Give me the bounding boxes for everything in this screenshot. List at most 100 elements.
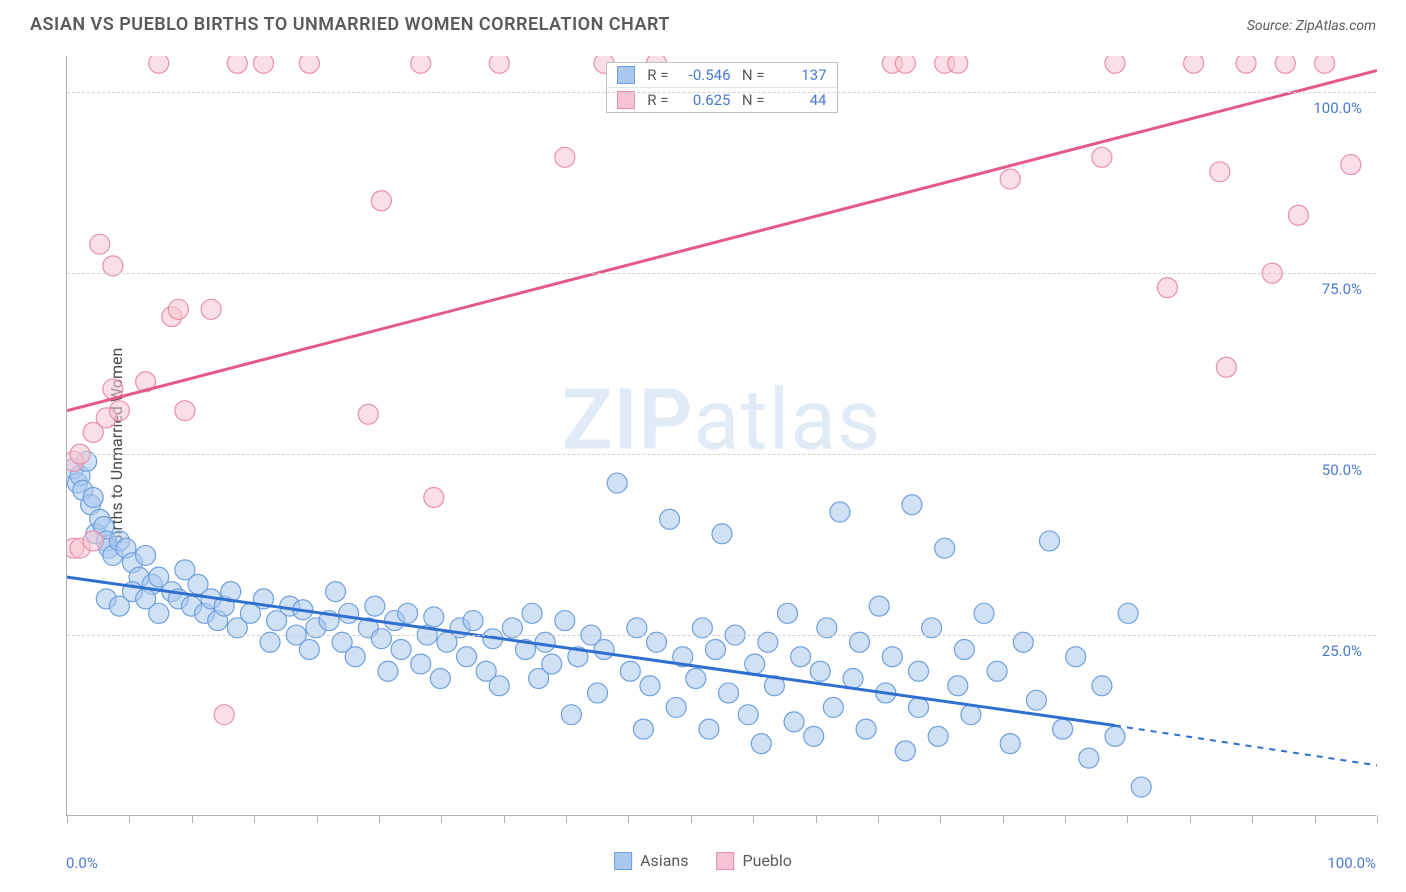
asian-point: [778, 603, 798, 623]
asian-point: [345, 647, 365, 667]
pueblo-point: [1341, 155, 1361, 175]
asian-point: [954, 640, 974, 660]
stat-n-label: N =: [739, 66, 765, 84]
asian-point: [83, 488, 103, 508]
asian-point: [1066, 647, 1086, 667]
asian-point: [1026, 690, 1046, 710]
chart-title: ASIAN VS PUEBLO BIRTHS TO UNMARRIED WOME…: [30, 14, 670, 35]
asian-point: [961, 705, 981, 725]
gridline: [67, 454, 1376, 455]
y-tick-label: 50.0%: [1322, 461, 1362, 479]
stats-row-pueblo: R =0.625N =44: [607, 87, 837, 112]
asian-point: [411, 654, 431, 674]
asian-point: [391, 640, 411, 660]
asian-point: [686, 668, 706, 688]
x-tick: [441, 815, 442, 823]
asian-point: [299, 640, 319, 660]
asian-point: [882, 647, 902, 667]
pueblo-point: [83, 531, 103, 551]
asian-point: [542, 654, 562, 674]
stat-n-label: N =: [739, 91, 765, 109]
asian-point: [326, 582, 346, 602]
x-axis-min-label: 0.0%: [66, 854, 98, 872]
pueblo-point: [411, 56, 431, 73]
asian-point: [424, 607, 444, 627]
asian-point: [1040, 531, 1060, 551]
asian-point: [1092, 676, 1112, 696]
pueblo-point: [227, 56, 247, 73]
asian-point: [489, 676, 509, 696]
scatter-svg: [67, 56, 1377, 816]
asian-point: [909, 661, 929, 681]
pueblo-point: [948, 56, 968, 73]
x-tick: [1003, 815, 1004, 823]
asian-point: [457, 647, 477, 667]
asian-point: [987, 661, 1007, 681]
pueblo-point: [299, 56, 319, 73]
gridline: [67, 92, 1376, 93]
pueblo-point: [895, 56, 915, 73]
pueblo-point: [90, 234, 110, 254]
pueblo-point: [175, 401, 195, 421]
legend-item-pueblo: Pueblo: [716, 851, 791, 870]
asian-point: [1053, 719, 1073, 739]
asian-point: [607, 473, 627, 493]
y-tick-label: 25.0%: [1322, 642, 1362, 660]
asian-point: [928, 726, 948, 746]
x-tick: [753, 815, 754, 823]
stat-n-value: 44: [773, 91, 827, 109]
pueblo-point: [424, 488, 444, 508]
source-attribution: Source: ZipAtlas.com: [1247, 18, 1376, 34]
asian-point: [149, 603, 169, 623]
x-tick: [1377, 815, 1378, 823]
asian-point: [902, 495, 922, 515]
pueblo-point: [149, 56, 169, 73]
pueblo-point: [1216, 357, 1236, 377]
asian-point: [588, 683, 608, 703]
asian-point: [365, 596, 385, 616]
asian-point: [1131, 777, 1151, 797]
pueblo-point: [1184, 56, 1204, 73]
pueblo-point: [201, 299, 221, 319]
pueblo-point: [1000, 169, 1020, 189]
asian-point: [974, 603, 994, 623]
x-axis-max-label: 100.0%: [1327, 854, 1376, 872]
x-tick: [192, 815, 193, 823]
pueblo-point: [358, 404, 378, 424]
asian-point: [935, 538, 955, 558]
pueblo-point: [214, 705, 234, 725]
asian-point: [791, 647, 811, 667]
asian-point: [712, 524, 732, 544]
asian-point: [1000, 734, 1020, 754]
pueblo-point: [254, 56, 274, 73]
legend-swatch: [614, 852, 632, 870]
asian-point: [830, 502, 850, 522]
legend-swatch: [617, 91, 635, 109]
stat-r-value: -0.546: [677, 66, 731, 84]
asian-point: [784, 712, 804, 732]
legend: Asians Pueblo: [614, 851, 792, 870]
legend-item-asian: Asians: [614, 851, 688, 870]
asian-point: [620, 661, 640, 681]
x-tick: [1127, 815, 1128, 823]
asian-point: [555, 611, 575, 631]
asian-point: [869, 596, 889, 616]
asian-point: [804, 726, 824, 746]
pueblo-point: [1275, 56, 1295, 73]
chart-plot-area: ZIPatlas R =-0.546N =137R =0.625N =44 25…: [66, 56, 1376, 816]
asian-point: [719, 683, 739, 703]
legend-swatch: [716, 852, 734, 870]
asian-point: [810, 661, 830, 681]
asian-point: [666, 697, 686, 717]
y-tick-label: 75.0%: [1322, 280, 1362, 298]
gridline: [67, 273, 1376, 274]
asian-point: [594, 640, 614, 660]
asian-point: [430, 668, 450, 688]
x-tick: [1252, 815, 1253, 823]
x-tick: [566, 815, 567, 823]
y-tick-label: 100.0%: [1313, 99, 1362, 117]
asian-point: [463, 611, 483, 631]
x-tick: [816, 815, 817, 823]
legend-swatch: [617, 66, 635, 84]
asian-point: [371, 629, 391, 649]
